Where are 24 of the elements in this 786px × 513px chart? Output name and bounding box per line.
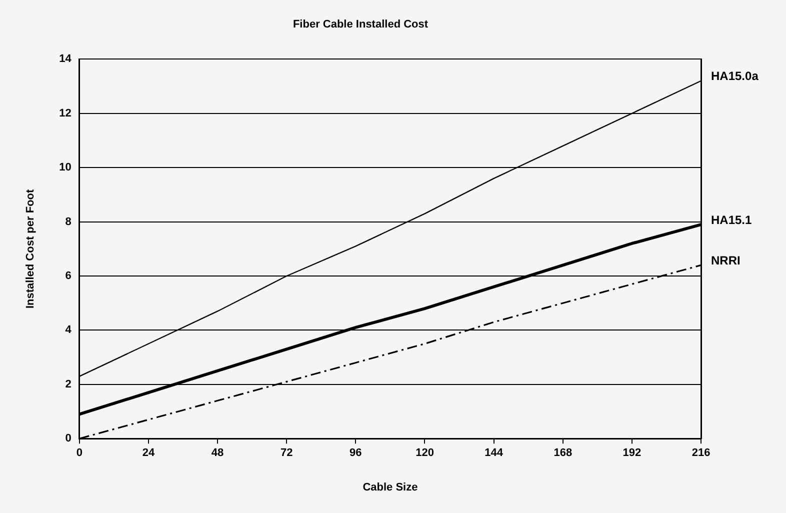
series-label: HA15.0a bbox=[711, 69, 759, 84]
x-tick-label: 48 bbox=[211, 447, 224, 460]
x-tick-label: 72 bbox=[280, 447, 293, 460]
series-label: HA15.1 bbox=[711, 212, 752, 227]
y-tick-label: 4 bbox=[65, 324, 72, 336]
y-tick-label: 12 bbox=[59, 107, 72, 120]
x-tick-label: 96 bbox=[350, 447, 362, 460]
x-tick-label: 120 bbox=[416, 447, 434, 460]
y-tick-label: 14 bbox=[59, 53, 72, 66]
x-tick-label: 0 bbox=[76, 447, 82, 460]
y-tick-label: 0 bbox=[65, 432, 72, 445]
chart-title: Fiber Cable Installed Cost bbox=[292, 18, 428, 31]
y-axis-title: Installed Cost per Foot bbox=[24, 188, 37, 308]
x-tick-label: 24 bbox=[142, 447, 156, 460]
x-tick-label: 144 bbox=[484, 447, 504, 460]
y-tick-label: 8 bbox=[65, 216, 72, 228]
y-tick-label: 2 bbox=[65, 378, 72, 390]
x-tick-label: 168 bbox=[554, 447, 572, 460]
x-axis-title: Cable Size bbox=[362, 481, 418, 494]
y-tick-label: 6 bbox=[65, 270, 72, 282]
y-tick-label: 10 bbox=[59, 162, 72, 174]
series-label: NRRI bbox=[711, 253, 740, 268]
x-tick-label: 216 bbox=[692, 447, 710, 460]
x-tick-label: 192 bbox=[622, 447, 642, 460]
